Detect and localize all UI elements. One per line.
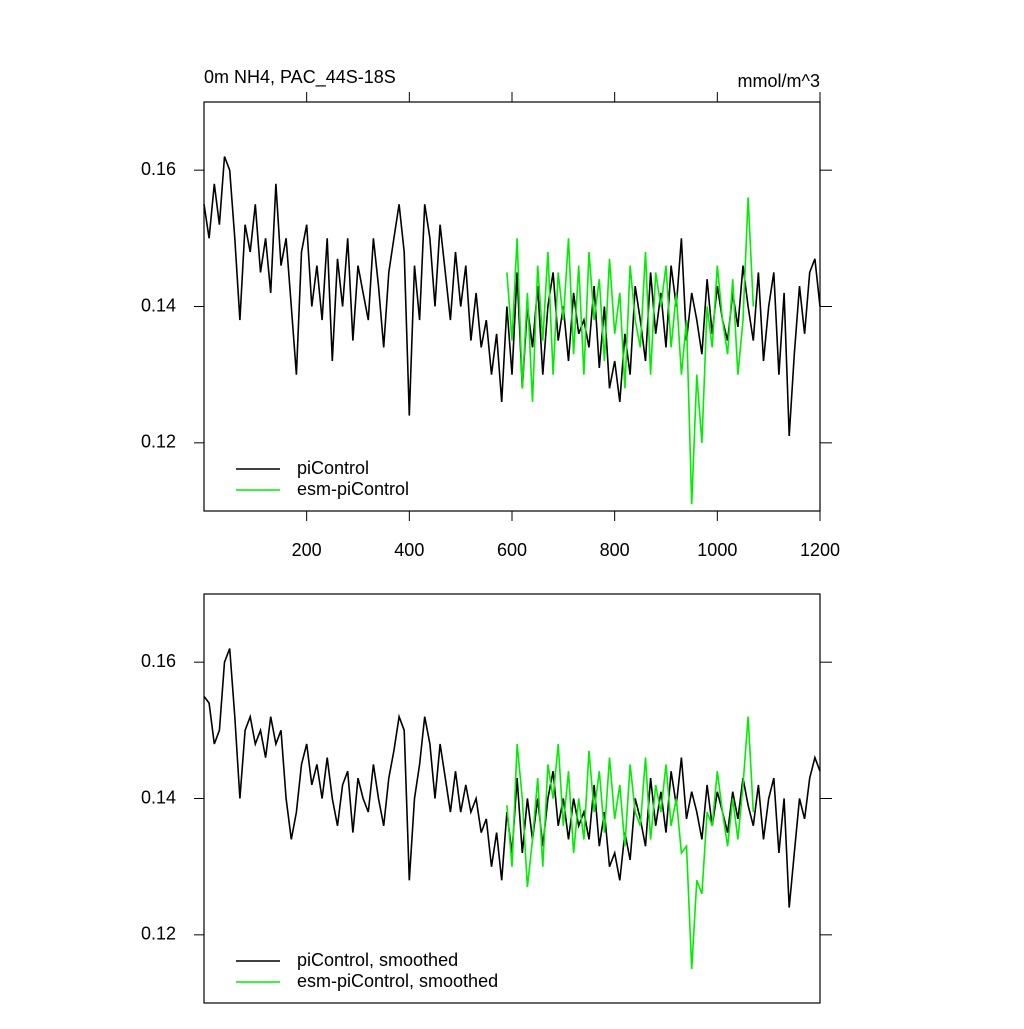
x-tick-label: 1000 (697, 540, 737, 560)
y-tick-label: 0.16 (141, 651, 176, 671)
legend-label: piControl (297, 458, 369, 478)
plot-frame (203, 101, 821, 512)
legend-label: esm-piControl, smoothed (297, 971, 498, 991)
units-label: mmol/m^3 (738, 71, 820, 91)
y-tick-label: 0.12 (141, 432, 176, 452)
x-tick-label: 400 (394, 540, 424, 560)
x-tick-label: 200 (292, 540, 322, 560)
x-tick-label: 1200 (800, 540, 840, 560)
chart-title: 0m NH4, PAC_44S-18S (204, 67, 396, 88)
data-line (203, 648, 821, 908)
x-tick-label: 600 (497, 540, 527, 560)
y-tick-label: 0.16 (141, 159, 176, 179)
legend-label: piControl, smoothed (297, 950, 458, 970)
data-line (506, 197, 755, 505)
plot-frame (203, 593, 821, 1004)
x-tick-label: 800 (600, 540, 630, 560)
data-line (506, 716, 755, 969)
y-tick-label: 0.14 (141, 295, 176, 315)
legend-label: esm-piControl (297, 479, 409, 499)
data-line (203, 156, 821, 437)
y-tick-label: 0.12 (141, 924, 176, 944)
y-tick-label: 0.14 (141, 787, 176, 807)
